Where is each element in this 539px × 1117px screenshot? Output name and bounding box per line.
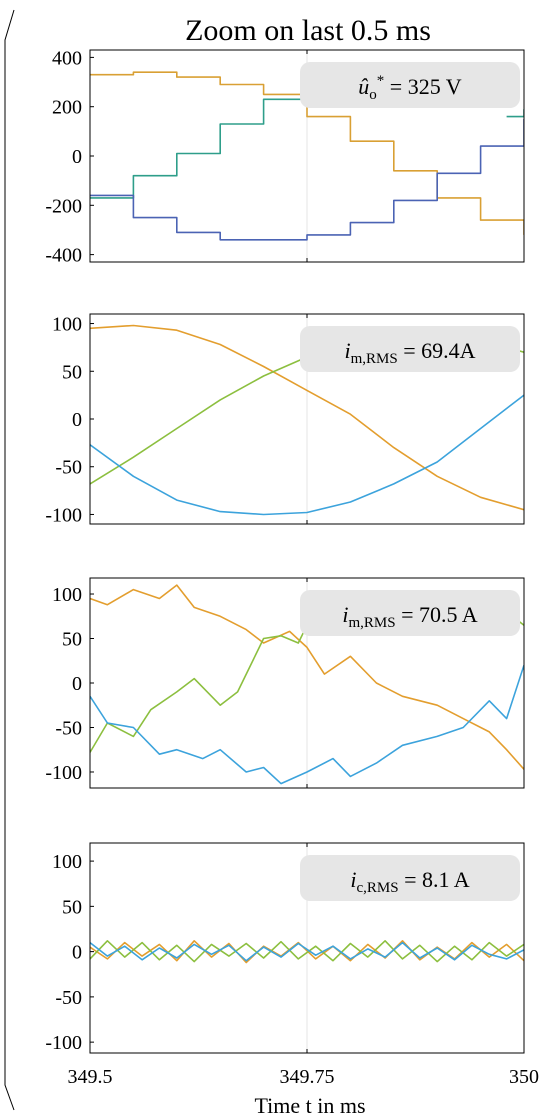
series-line-orange_light: [90, 584, 524, 770]
y-tick-label: -50: [55, 717, 82, 739]
series-line-green_light: [90, 624, 308, 753]
panel-grid-current-measured: -100 -50 0 50 100 im,RMS = 70.5 A: [45, 577, 525, 789]
annotation-symbol: i: [344, 338, 350, 363]
annotation-box: [300, 326, 520, 372]
series-group: [90, 940, 524, 964]
annotation-value: = 325 V: [384, 74, 462, 99]
y-tick-label: 0: [72, 673, 82, 695]
y-tick-label: 200: [52, 97, 82, 119]
y-tick-label: 100: [52, 314, 82, 336]
panel-capacitor-current: -100 -50 0 50 100 ic,RMS = 8.1 A 349.5 349.75 35…: [45, 842, 539, 1088]
annotation-text: ûo* = 325 V: [358, 73, 462, 103]
axes-box: [89, 313, 525, 525]
series-line-green: [90, 87, 308, 199]
x-tick-label: 350: [509, 1066, 539, 1088]
x-tick-label: 349.5: [68, 1066, 113, 1088]
annotation-text: im,RMS = 70.5 A: [342, 602, 477, 631]
annotation-value: = 70.5 A: [396, 602, 478, 627]
axes-box: [89, 842, 525, 1054]
y-tick-label: -100: [45, 762, 82, 784]
y-tick-label: -100: [45, 504, 82, 526]
annotation-value: = 69.4A: [398, 338, 476, 363]
figure-title: Zoom on last 0.5 ms: [185, 14, 431, 47]
series-group: [90, 71, 524, 241]
annotation-text: ic,RMS = 8.1 A: [350, 867, 469, 896]
annotation-subscript: m,RMS: [348, 615, 395, 631]
y-tick-label: 100: [52, 584, 82, 606]
annotation-symbol: û: [358, 74, 369, 99]
left-bracket: [4, 9, 15, 1111]
x-axis-label: Time t in ms: [254, 1093, 365, 1117]
panel-voltage: -400 -200 0 200 400 ûo* = 325 V: [45, 47, 525, 267]
annotation-box: [300, 855, 520, 901]
series-group: [90, 584, 524, 785]
annotation-subscript: c,RMS: [356, 880, 398, 896]
y-tick-label: 50: [62, 629, 82, 651]
y-tick-label: 50: [62, 896, 82, 918]
annotation-superscript: *: [377, 73, 385, 89]
annotation-symbol: i: [350, 867, 356, 892]
y-tick-label: 0: [72, 942, 82, 964]
y-tick-label: 0: [72, 409, 82, 431]
series-line-green: [506, 109, 524, 118]
panel-grid-current-filtered: -100 -50 0 50 100 im,RMS = 69.4A: [45, 313, 525, 526]
annotation-value: = 8.1 A: [399, 867, 470, 892]
series-line-blue: [90, 119, 524, 241]
series-line-orange_light: [90, 324, 524, 511]
y-tick-label: -50: [55, 987, 82, 1009]
axes-box: [89, 577, 525, 789]
y-tick-label: -100: [45, 1032, 82, 1054]
y-tick-label: -50: [55, 457, 82, 479]
series-group: [90, 324, 524, 516]
series-line-blue_light: [90, 664, 524, 785]
annotation-subscript: o: [369, 87, 377, 103]
axes-box: [89, 49, 525, 263]
series-line-green_light: [90, 940, 524, 963]
series-line-blue_light: [90, 941, 524, 962]
series-line-orange: [90, 71, 524, 235]
x-axis-label-text: Time t in ms: [254, 1093, 365, 1117]
annotation-box: [300, 590, 520, 636]
y-tick-label: 0: [72, 146, 82, 168]
y-tick-label: 50: [62, 361, 82, 383]
annotation-symbol: i: [342, 602, 348, 627]
series-line-green_light: [90, 356, 308, 485]
y-tick-label: -200: [45, 195, 82, 217]
y-tick-label: 100: [52, 851, 82, 873]
annotation-subscript: m,RMS: [351, 351, 398, 367]
panels: -400 -200 0 200 400 ûo* = 325 V -100 -50 0 50 100 i…: [45, 47, 539, 1088]
series-line-blue_light: [90, 394, 524, 516]
annotation-text: im,RMS = 69.4A: [344, 338, 475, 367]
x-tick-label: 349.75: [280, 1066, 335, 1088]
y-tick-label: 400: [52, 47, 82, 69]
y-tick-label: -400: [45, 245, 82, 267]
annotation-box: [300, 62, 520, 108]
